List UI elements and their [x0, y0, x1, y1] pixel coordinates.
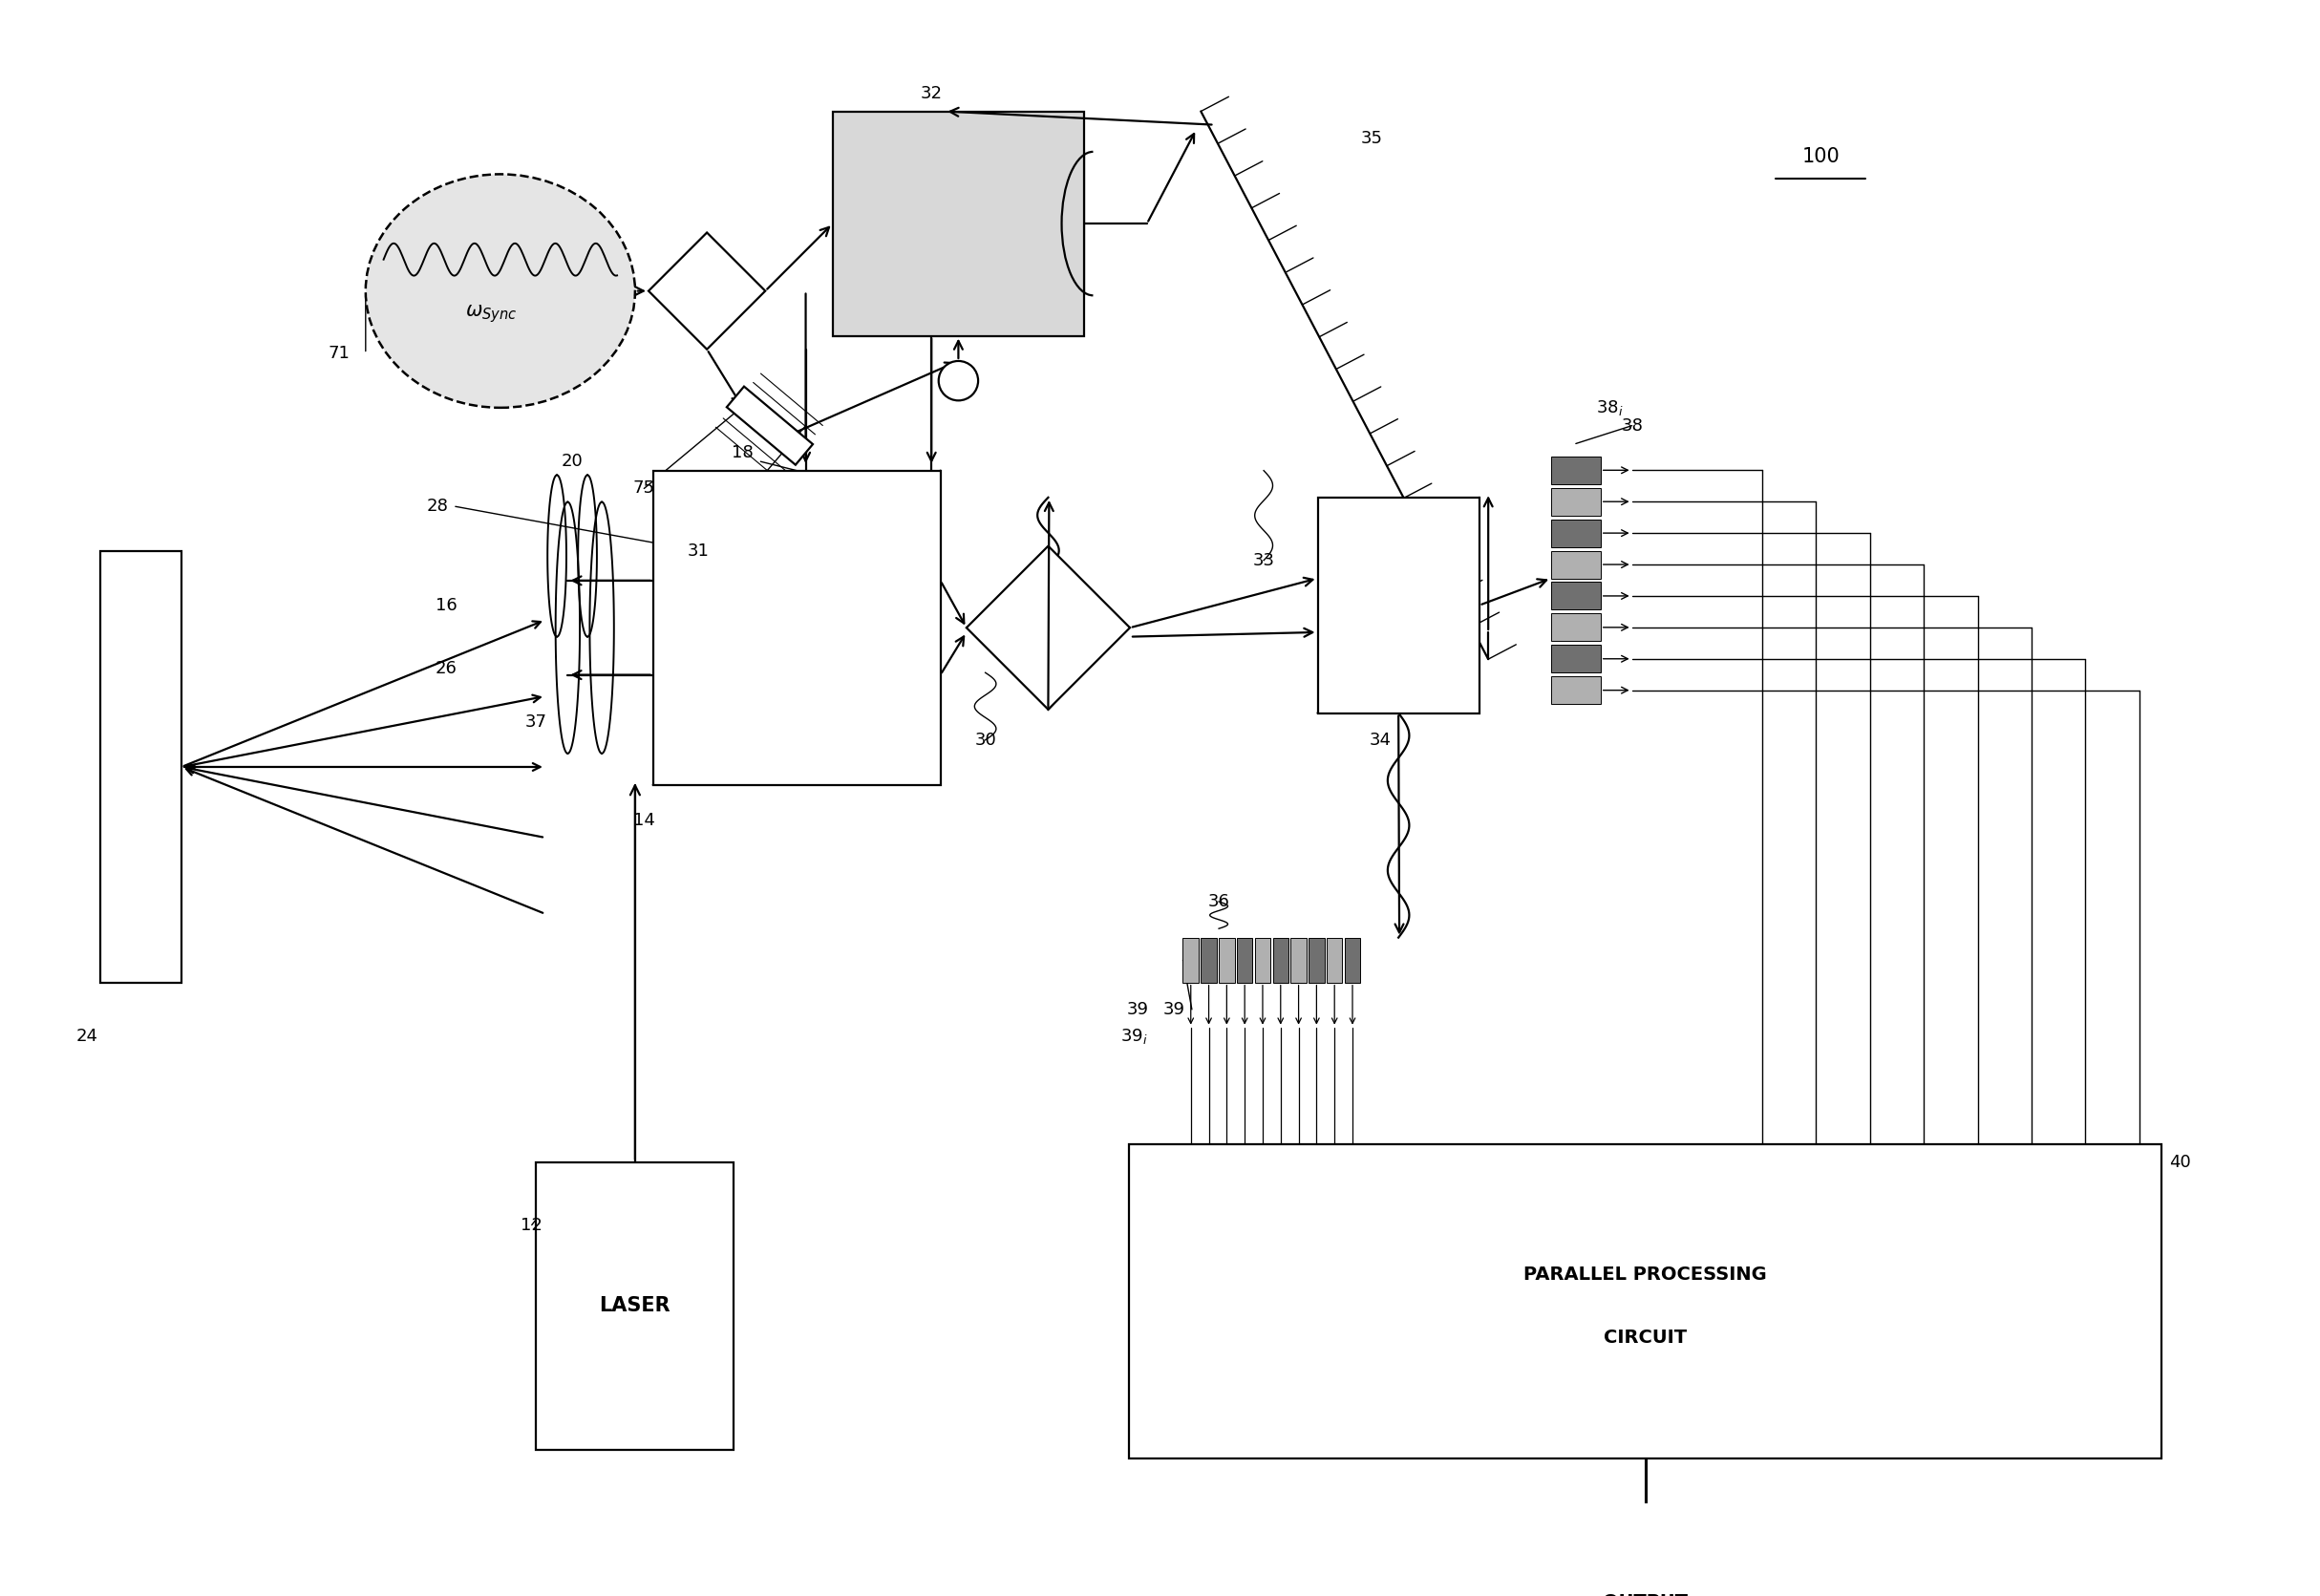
Bar	[1237, 937, 1253, 983]
Text: 34: 34	[1369, 731, 1392, 749]
Text: 30: 30	[974, 731, 995, 749]
Bar	[1290, 937, 1306, 983]
Text: 71: 71	[327, 345, 350, 362]
Bar	[1327, 937, 1343, 983]
Bar	[1552, 488, 1601, 516]
Text: $\omega_{Sync}$: $\omega_{Sync}$	[466, 303, 517, 324]
Ellipse shape	[367, 174, 636, 407]
Text: LASER: LASER	[599, 1296, 670, 1315]
Text: 36: 36	[1209, 894, 1230, 910]
Text: 18: 18	[733, 444, 754, 461]
Polygon shape	[650, 233, 766, 350]
Text: 12: 12	[522, 1216, 543, 1234]
Bar	[1552, 551, 1601, 578]
Text: 100: 100	[1803, 147, 1840, 166]
Bar	[652, 471, 940, 785]
Text: 24: 24	[77, 1028, 97, 1045]
Text: 38: 38	[1622, 417, 1643, 434]
Bar	[1202, 937, 1216, 983]
Bar	[1552, 583, 1601, 610]
Bar	[1346, 937, 1360, 983]
Bar	[1255, 937, 1271, 983]
Text: 40: 40	[2169, 1154, 2190, 1171]
Text: 16: 16	[436, 597, 457, 614]
Bar	[100, 551, 181, 983]
Text: 31: 31	[687, 543, 710, 560]
Bar	[1552, 677, 1601, 704]
Text: 28: 28	[427, 498, 448, 516]
Text: 32: 32	[921, 85, 942, 102]
Circle shape	[940, 361, 979, 401]
Text: 39: 39	[1162, 1001, 1186, 1018]
Text: PARALLEL PROCESSING: PARALLEL PROCESSING	[1524, 1266, 1768, 1283]
Bar	[1218, 937, 1234, 983]
Text: OUTPUT: OUTPUT	[1603, 1593, 1689, 1596]
Bar	[1552, 645, 1601, 672]
Text: 39: 39	[1128, 1001, 1148, 1018]
Text: 75: 75	[633, 480, 654, 496]
Polygon shape	[726, 386, 812, 464]
Text: 37: 37	[524, 713, 548, 731]
Bar	[1552, 519, 1601, 547]
Bar	[1552, 613, 1601, 642]
Polygon shape	[967, 546, 1130, 710]
Text: 26: 26	[436, 659, 457, 677]
Text: CIRCUIT: CIRCUIT	[1603, 1328, 1687, 1347]
Text: 20: 20	[561, 453, 582, 471]
Bar	[1552, 456, 1601, 484]
Text: 38$_i$: 38$_i$	[1596, 397, 1624, 417]
Text: 14: 14	[633, 812, 654, 830]
Bar	[1183, 937, 1199, 983]
Bar	[1308, 937, 1325, 983]
Bar	[1318, 498, 1480, 713]
Bar	[1274, 937, 1288, 983]
Text: 39$_i$: 39$_i$	[1121, 1026, 1148, 1045]
Text: 33: 33	[1253, 552, 1274, 568]
Bar	[1130, 1144, 2162, 1459]
Bar	[833, 112, 1083, 335]
Bar	[536, 1162, 733, 1449]
Text: 35: 35	[1360, 129, 1383, 147]
